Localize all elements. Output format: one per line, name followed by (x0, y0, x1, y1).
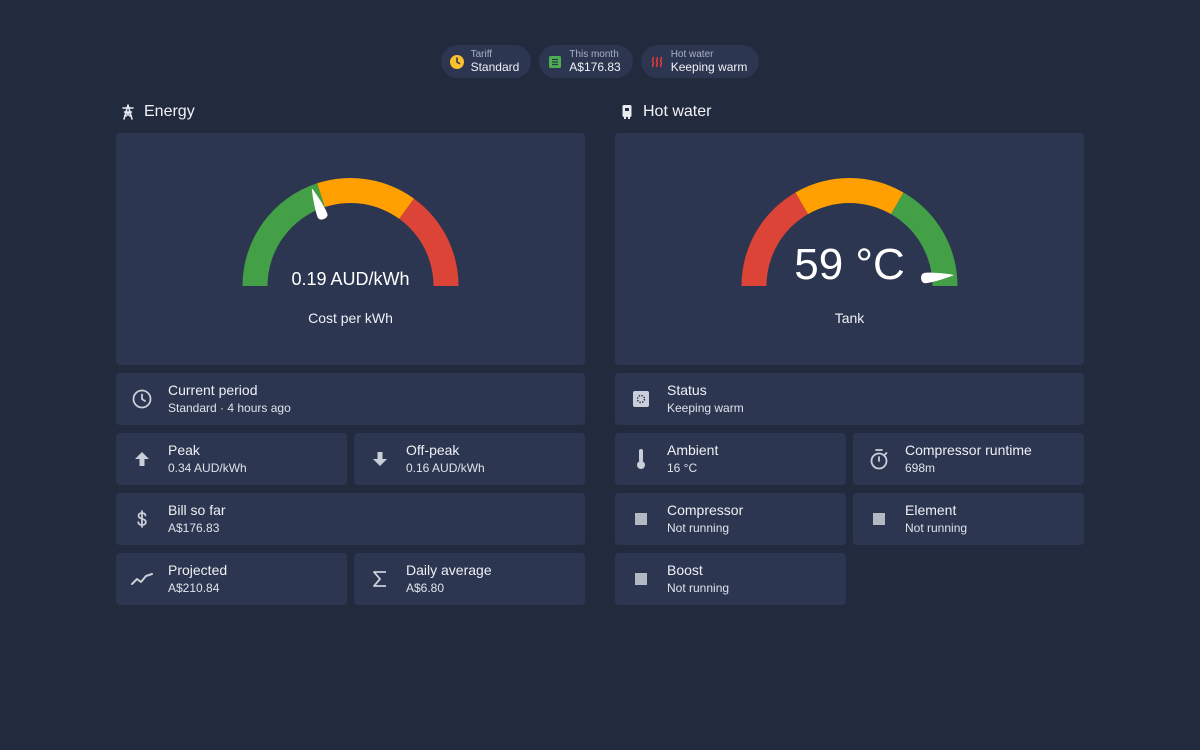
month-chip-label: This month (569, 49, 619, 60)
tile-name: Current period (168, 381, 258, 398)
tile-name: Boost (667, 561, 703, 578)
energy-gauge-card[interactable]: 0.19 AUD/kWh Cost per kWh (116, 133, 585, 365)
energy-gauge-segment-2 (399, 198, 459, 286)
heat-wave-icon (649, 54, 665, 70)
tile-state: A$210.84 (168, 580, 220, 595)
hot-water-chip[interactable]: Hot water Keeping warm (640, 45, 760, 78)
energy-section: Energy 0.19 AUD/kWh Cost per kWh Current… (116, 100, 585, 605)
hot-water-section: Hot water 59 °C Tank Status Keeping warm… (615, 100, 1084, 605)
hot-water-gauge-segment-0 (741, 192, 808, 286)
tile-state: 16 °C (667, 460, 698, 475)
tile-name: Bill so far (168, 501, 226, 518)
tile-state: A$176.83 (168, 520, 220, 535)
tile-name: Daily average (406, 561, 492, 578)
tile-off-peak[interactable]: Off-peak 0.16 AUD/kWh (354, 433, 585, 485)
hot-water-gauge-needle (921, 272, 954, 284)
hot-water-gauge-name: Tank (834, 310, 865, 326)
tile-peak[interactable]: Peak 0.34 AUD/kWh (116, 433, 347, 485)
tariff-chip[interactable]: Tariff Standard (440, 45, 532, 78)
tile-name: Ambient (667, 441, 719, 458)
square-icon (615, 493, 667, 545)
tile-current-period[interactable]: Current period Standard · 4 hours ago (116, 373, 585, 425)
hot-water-gauge-card[interactable]: 59 °C Tank (615, 133, 1084, 365)
tile-state: 0.16 AUD/kWh (406, 460, 485, 475)
arrow-up-icon (116, 433, 168, 485)
square-icon (853, 493, 905, 545)
tile-state: A$6.80 (406, 580, 445, 595)
thermometer-icon (615, 433, 667, 485)
tile-state: Not running (905, 520, 968, 535)
trend-icon (116, 553, 168, 605)
tile-name: Compressor (667, 501, 744, 518)
tile-state: 698m (905, 460, 936, 475)
energy-gauge-needle (311, 188, 328, 220)
tile-daily-average[interactable]: Daily average A$6.80 (354, 553, 585, 605)
sigma-icon (354, 553, 406, 605)
energy-gauge-segment-1 (317, 178, 414, 219)
tile-bill-so-far[interactable]: Bill so far A$176.83 (116, 493, 585, 545)
status-icon (615, 373, 667, 425)
hot-water-chip-label: Hot water (670, 49, 714, 60)
month-chip-value: A$176.83 (569, 60, 621, 74)
square-icon (615, 553, 667, 605)
hot-water-header: Hot water (615, 100, 1084, 124)
tile-state: Keeping warm (667, 400, 744, 415)
tile-name: Element (905, 501, 957, 518)
tariff-chip-label: Tariff (470, 49, 493, 60)
month-chip[interactable]: This month A$176.83 (539, 45, 633, 78)
dollar-icon (116, 493, 168, 545)
hot-water-chip-value: Keeping warm (670, 60, 748, 74)
tile-name: Projected (168, 561, 228, 578)
tile-state: Not running (667, 520, 730, 535)
status-chips: Tariff Standard This month A$176.83 Hot … (0, 45, 1200, 78)
timer-icon (853, 433, 905, 485)
hot-water-gauge-value: 59 °C (794, 240, 905, 289)
hot-water-gauge-segment-1 (795, 178, 904, 215)
hot-water-gauge-segment-2 (891, 192, 958, 286)
tile-name: Compressor runtime (905, 441, 1032, 458)
clock-icon (449, 54, 465, 70)
transmission-tower-icon (120, 104, 136, 120)
energy-header: Energy (116, 100, 585, 124)
energy-gauge-name: Cost per kWh (308, 310, 393, 326)
energy-title: Energy (144, 103, 195, 120)
tile-element[interactable]: Element Not running (853, 493, 1084, 545)
energy-gauge-value: 0.19 AUD/kWh (291, 269, 409, 289)
arrow-down-icon (354, 433, 406, 485)
tile-name: Status (667, 381, 707, 398)
tile-ambient[interactable]: Ambient 16 °C (615, 433, 846, 485)
tile-compressor[interactable]: Compressor Not running (615, 493, 846, 545)
tile-projected[interactable]: Projected A$210.84 (116, 553, 347, 605)
tile-status[interactable]: Status Keeping warm (615, 373, 1084, 425)
tile-boost[interactable]: Boost Not running (615, 553, 846, 605)
hot-water-title: Hot water (643, 103, 712, 120)
tariff-chip-value: Standard (470, 60, 520, 74)
receipt-icon (547, 54, 563, 70)
energy-gauge: 0.19 AUD/kWh (242, 178, 459, 289)
tile-name: Peak (168, 441, 200, 458)
clock-icon (116, 373, 168, 425)
tile-state: Standard · 4 hours ago (168, 400, 291, 415)
tile-name: Off-peak (406, 441, 460, 458)
tile-state: 0.34 AUD/kWh (168, 460, 247, 475)
energy-gauge-segment-0 (242, 183, 325, 286)
water-heater-icon (619, 104, 635, 120)
tile-state: Not running (667, 580, 730, 595)
hot-water-gauge: 59 °C (741, 178, 958, 289)
tile-compressor-runtime[interactable]: Compressor runtime 698m (853, 433, 1084, 485)
